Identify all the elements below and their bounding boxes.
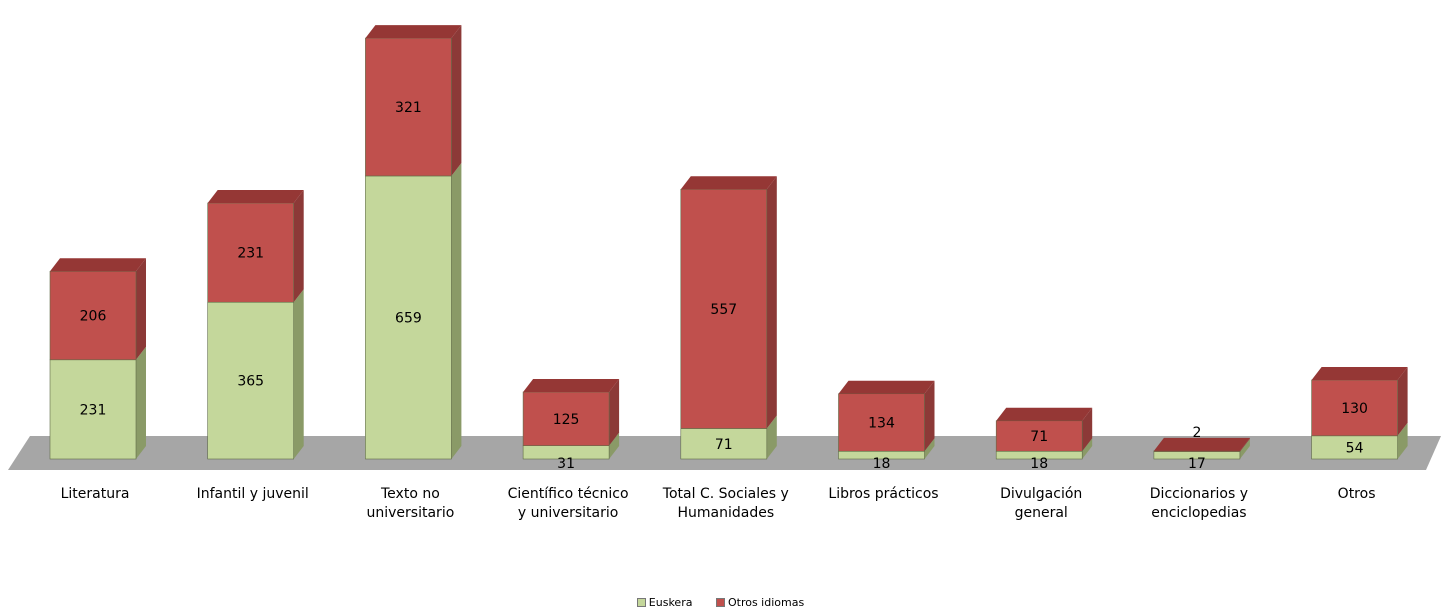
data-label: 125 <box>553 412 580 428</box>
data-label: 231 <box>237 246 264 262</box>
data-label: 17 <box>1188 456 1206 472</box>
category-label: Otros <box>1338 486 1376 502</box>
category-label-line: Científico técnico <box>508 486 629 502</box>
category-labels: Literatura Infantil y juvenil Texto no univ… <box>61 486 1376 521</box>
bar-side <box>767 176 777 428</box>
legend: Euskera Otros idiomas <box>0 596 1441 609</box>
bar-side <box>294 289 304 459</box>
bar-side <box>136 347 146 459</box>
category-label: Divulgación general <box>1000 486 1082 521</box>
data-label: 134 <box>868 415 895 431</box>
category-label: Literatura <box>61 486 130 502</box>
category-label-line: Otros <box>1338 486 1376 502</box>
data-label: 2 <box>1192 425 1201 441</box>
category-label: Total C. Sociales y Humanidades <box>662 486 789 521</box>
legend-item-euskera: Euskera <box>637 596 693 609</box>
category-label: Texto no universitario <box>367 486 455 521</box>
category-label-line: Libros prácticos <box>828 486 938 502</box>
data-label: 365 <box>237 374 264 390</box>
bar-top <box>1312 367 1408 380</box>
data-label: 71 <box>1030 429 1048 445</box>
category-label-line: Texto no <box>380 486 440 502</box>
legend-swatch-euskera <box>637 598 646 607</box>
data-label: 18 <box>873 456 891 472</box>
bar-top <box>839 381 935 394</box>
data-label: 557 <box>710 302 737 318</box>
category-label: Infantil y juvenil <box>197 486 309 502</box>
legend-swatch-otros-idiomas <box>716 598 725 607</box>
bar-side <box>136 258 146 359</box>
data-label: 231 <box>80 402 107 418</box>
bar-side <box>451 163 461 459</box>
category-label: Científico técnico y universitario <box>508 486 629 521</box>
bar-side <box>294 190 304 302</box>
category-label: Diccionarios y enciclopedias <box>1150 486 1248 521</box>
data-label: 18 <box>1030 456 1048 472</box>
data-label: 31 <box>557 456 575 472</box>
bar-top <box>365 25 461 38</box>
category-label-line: enciclopedias <box>1151 505 1246 521</box>
bar-segment <box>1154 438 1250 452</box>
bar-front <box>1154 451 1240 452</box>
bar-top <box>996 408 1092 421</box>
bar-top <box>50 258 146 271</box>
bar-top <box>523 379 619 392</box>
bar-top <box>208 190 304 203</box>
category-label-line: Literatura <box>61 486 130 502</box>
data-label: 659 <box>395 310 422 326</box>
data-label: 54 <box>1346 440 1364 456</box>
data-label: 130 <box>1341 401 1368 417</box>
legend-label-euskera: Euskera <box>649 596 693 609</box>
category-label: Libros prácticos <box>828 486 938 502</box>
bar-top <box>681 176 777 189</box>
legend-label-otros-idiomas: Otros idiomas <box>728 596 804 609</box>
category-label-line: Humanidades <box>677 505 774 521</box>
data-label: 71 <box>715 437 733 453</box>
bar-top <box>1154 438 1250 451</box>
category-label-line: y universitario <box>518 505 619 521</box>
data-label: 321 <box>395 100 422 116</box>
category-label-line: universitario <box>367 505 455 521</box>
data-label: 206 <box>80 309 107 325</box>
category-label-line: Divulgación <box>1000 486 1082 502</box>
category-label-line: Total C. Sociales y <box>662 486 789 502</box>
bars <box>50 25 1408 459</box>
category-label-line: Diccionarios y <box>1150 486 1248 502</box>
legend-item-otros-idiomas: Otros idiomas <box>716 596 804 609</box>
category-label-line: general <box>1015 505 1068 521</box>
bar-side <box>451 25 461 176</box>
category-label-line: Infantil y juvenil <box>197 486 309 502</box>
